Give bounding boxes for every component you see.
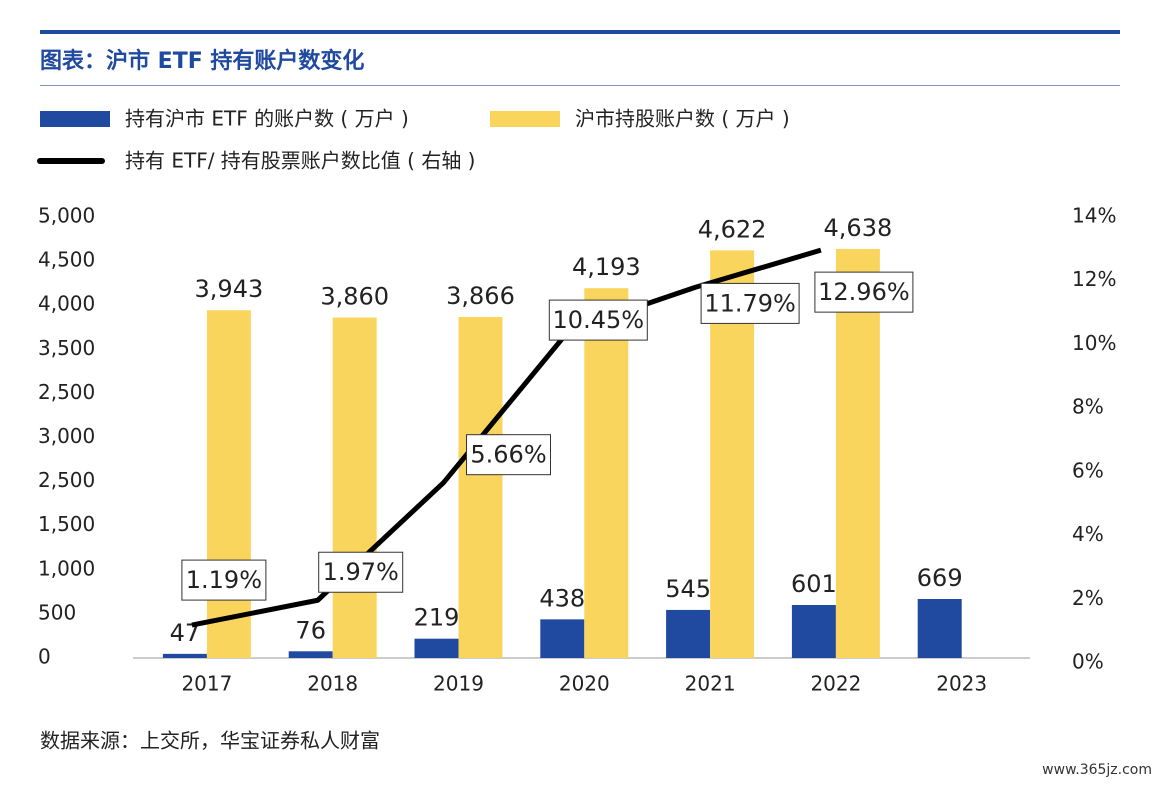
y-tick-label: 6%: [1072, 458, 1104, 482]
legend-swatch: [490, 111, 560, 127]
y-tick-label: 3,500: [38, 336, 95, 360]
y-tick-label: 4,000: [38, 292, 95, 316]
label-box: [814, 271, 914, 313]
x-tick-label: 2022: [810, 672, 861, 696]
data-label: 545: [665, 575, 711, 603]
y-tick-label: 1,000: [38, 556, 95, 580]
y-tick-label: 8%: [1072, 395, 1104, 419]
bar: [666, 609, 711, 658]
data-label: 76: [295, 616, 326, 644]
x-tick-label: 2021: [685, 672, 736, 696]
y-tick-label: 14%: [1072, 204, 1116, 228]
y-tick-label: 4,500: [38, 248, 95, 272]
bar: [414, 638, 459, 658]
bar: [835, 248, 880, 658]
data-label: 3,866: [446, 282, 515, 310]
y-tick-label: 4%: [1072, 522, 1104, 546]
legend-swatch: [40, 111, 110, 127]
data-label: 3,860: [320, 283, 389, 311]
data-label: 3,943: [195, 275, 264, 303]
data-label: 4,638: [824, 214, 893, 242]
bar: [791, 604, 836, 658]
bar: [540, 619, 585, 658]
data-label: 1.19%: [186, 566, 262, 594]
y-tick-label: 500: [38, 600, 76, 624]
x-tick-label: 2018: [307, 672, 358, 696]
y-tick-label: 10%: [1072, 331, 1116, 355]
x-tick-label: 2020: [559, 672, 610, 696]
bar: [917, 598, 962, 658]
data-label: 10.45%: [553, 306, 645, 334]
data-label: 5.66%: [470, 441, 546, 469]
y-tick-label: 3,000: [38, 424, 95, 448]
bar: [584, 288, 629, 658]
label-box: [318, 551, 404, 593]
bar: [206, 310, 251, 658]
y-tick-label: 12%: [1072, 267, 1116, 291]
y-tick-label: 0: [38, 645, 51, 669]
y-tick-label: 2,500: [38, 468, 95, 492]
bar: [288, 651, 333, 658]
y-tick-label: 5,000: [38, 204, 95, 228]
label-box: [700, 282, 800, 324]
data-label: 601: [791, 570, 837, 598]
data-label: 669: [917, 564, 963, 592]
x-tick-label: 2019: [433, 672, 484, 696]
y-tick-label: 0%: [1072, 650, 1104, 674]
source: 数据来源：上交所，华宝证券私人财富: [40, 729, 380, 753]
data-label: 4,193: [572, 253, 641, 281]
title-rule: [40, 85, 1120, 86]
data-label: 4,622: [698, 215, 767, 243]
y-tick-label: 1,500: [38, 512, 95, 536]
top-rule: [40, 30, 1120, 34]
data-label: 1.97%: [323, 558, 399, 586]
bar: [332, 317, 377, 658]
label-box: [466, 434, 551, 476]
label-box: [548, 299, 648, 341]
y-tick-label: 2%: [1072, 586, 1104, 610]
x-tick-label: 2023: [936, 672, 987, 696]
bar: [162, 653, 207, 658]
data-label: 12.96%: [818, 278, 910, 306]
legend-label: 持有 ETF/ 持有股票账户数比值 ( 右轴 ): [125, 149, 476, 173]
legend-label: 持有沪市 ETF 的账户数 ( 万户 ): [125, 107, 409, 131]
chart-title: 图表：沪市 ETF 持有账户数变化: [40, 48, 364, 74]
data-label: 11.79%: [704, 289, 796, 317]
x-tick-label: 2017: [181, 672, 232, 696]
y-tick-label: 2,500: [38, 380, 95, 404]
bar: [458, 317, 503, 658]
watermark: www.365jz.com: [1042, 762, 1152, 778]
label-box: [181, 559, 267, 601]
legend-label: 沪市持股账户数 ( 万户 ): [575, 107, 790, 131]
data-label: 438: [539, 584, 585, 612]
data-label: 219: [414, 604, 460, 632]
line: [191, 247, 822, 628]
